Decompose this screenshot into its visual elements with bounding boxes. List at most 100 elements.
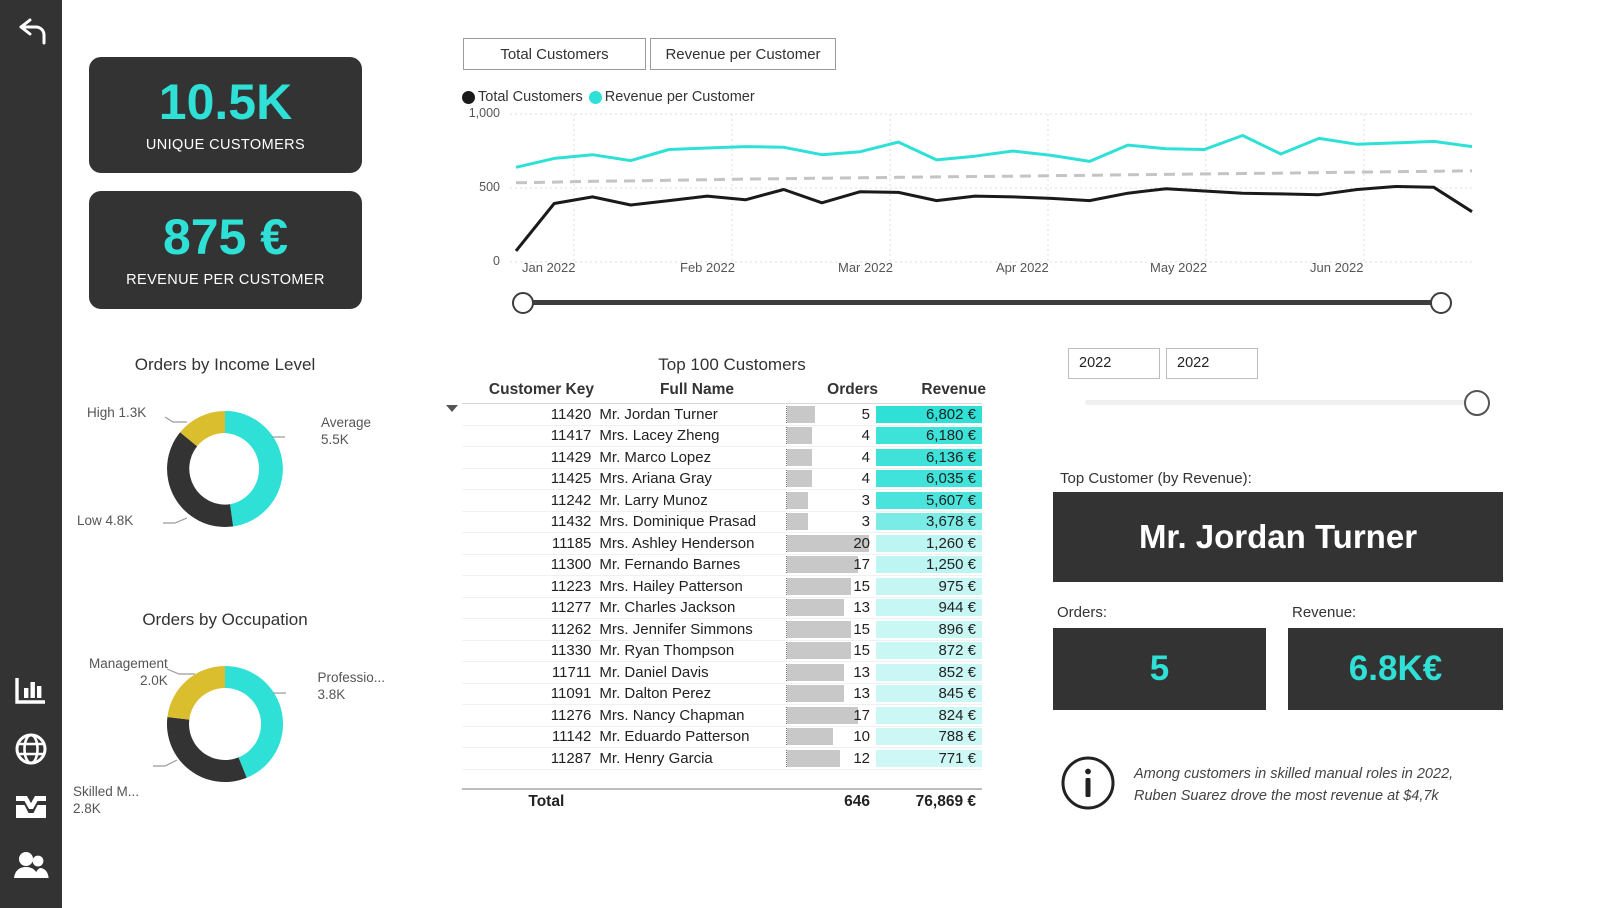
orders-data-bar (786, 620, 851, 638)
legend-item-revenue-per-customer[interactable]: Revenue per Customer (588, 89, 755, 105)
year-to-input[interactable]: 2022 (1166, 348, 1258, 379)
orders-data-bar (786, 706, 859, 724)
orders-value: 4 (861, 448, 870, 466)
sidebar-item-reports[interactable] (0, 662, 62, 720)
kpi-card-unique-customers: 10.5K UNIQUE CUSTOMERS (89, 57, 362, 173)
table-row[interactable]: 11425 Mrs. Ariana Gray 4 6,035 € (462, 469, 982, 490)
series-revenue-per-customer-line (515, 134, 1473, 169)
cell-customer-key: 11432 (550, 513, 592, 531)
button-revenue-per-customer[interactable]: Revenue per Customer (650, 38, 836, 70)
chart-title: Orders by Occupation (142, 610, 308, 629)
orders-value: 5 (1149, 649, 1170, 688)
undo-arrow-icon[interactable] (11, 14, 51, 54)
sidebar-item-products[interactable] (0, 778, 62, 836)
orders-value: 13 (853, 663, 870, 681)
table-row[interactable]: 11091 Mr. Dalton Perez 13 845 € (462, 684, 982, 705)
sidebar-item-geography[interactable] (0, 720, 62, 778)
donut-label-skilled-manual: Skilled M... 2.8K (73, 784, 140, 816)
kpi-card-revenue-per-customer: 875 € REVENUE PER CUSTOMER (89, 191, 362, 309)
revenue-heat-fill (876, 577, 982, 595)
year-from-value: 2022 (1079, 355, 1112, 371)
chart-orders-by-income-level[interactable]: Orders by Income Level High (75, 355, 375, 552)
time-range-slider[interactable] (512, 292, 1452, 314)
column-header-customer-key[interactable]: Customer Key (488, 381, 594, 398)
cell-customer-key: 11429 (550, 448, 592, 466)
cell-revenue: 771 € (876, 749, 982, 767)
table-row[interactable]: 11330 Mr. Ryan Thompson 15 872 € (462, 641, 982, 662)
revenue-value: 6,136 € (925, 448, 976, 466)
donut-label-professional: Professio... 3.8K (317, 670, 385, 702)
cell-revenue: 1,250 € (876, 556, 982, 574)
series-average-line (515, 169, 1473, 185)
slider-handle-end[interactable] (1430, 292, 1452, 314)
table-row[interactable]: 11429 Mr. Marco Lopez 4 6,136 € (462, 447, 982, 469)
total-label: Total (528, 793, 565, 810)
info-icon (1060, 755, 1116, 816)
cell-orders: 17 (785, 706, 876, 724)
orders-data-bar (786, 577, 851, 595)
cell-orders: 15 (785, 620, 876, 638)
orders-value: 4 (861, 427, 870, 445)
table-row[interactable]: 11242 Mr. Larry Munoz 3 5,607 € (462, 490, 982, 512)
orders-value: 17 (853, 706, 870, 724)
slider-track (522, 300, 1442, 305)
column-header-orders[interactable]: Orders (827, 381, 878, 398)
legend-item-total-customers[interactable]: Total Customers (462, 89, 583, 105)
table-row[interactable]: 11287 Mr. Henry Garcia 12 771 € (462, 748, 982, 770)
table-row[interactable]: 11420 Mr. Jordan Turner 5 6,802 € (462, 404, 982, 426)
table-row[interactable]: 11276 Mrs. Nancy Chapman 17 824 € (462, 705, 982, 727)
insight-line-1: Among customers in skilled manual roles … (1134, 766, 1454, 783)
revenue-heat-fill (876, 470, 982, 488)
cell-orders: 12 (785, 749, 876, 767)
cell-revenue: 6,035 € (876, 470, 982, 488)
insight-text: Among customers in skilled manual roles … (1134, 764, 1453, 806)
table-row[interactable]: 11185 Mrs. Ashley Henderson 20 1,260 € (462, 533, 982, 555)
slider-handle-start[interactable] (512, 292, 534, 314)
column-header-full-name[interactable]: Full Name (659, 381, 735, 398)
table-row[interactable]: 11417 Mrs. Lacey Zheng 4 6,180 € (462, 426, 982, 447)
table-row[interactable]: 11432 Mrs. Dominique Prasad 3 3,678 € (462, 512, 982, 533)
line-chart[interactable]: 1,000 500 0 Jan 2022 Feb 2022 Mar 2022 A… (460, 106, 1480, 282)
table-row[interactable]: 11142 Mr. Eduardo Patterson 10 788 € (462, 727, 982, 748)
revenue-value: 6,802 € (925, 405, 976, 423)
top-customer-card: Mr. Jordan Turner (1053, 492, 1503, 582)
y-axis-tick: 1,000 (468, 106, 500, 120)
donut-label-management: Management 2.0K (89, 656, 168, 688)
legend-label: Total Customers (478, 89, 583, 105)
insight-callout: Among customers in skilled manual roles … (1060, 755, 1530, 816)
revenue-value: 852 € (938, 663, 976, 681)
sidebar-item-customers[interactable] (0, 836, 62, 894)
table-row[interactable]: 11223 Mrs. Hailey Patterson 15 975 € (462, 576, 982, 598)
table-row[interactable]: 11277 Mr. Charles Jackson 13 944 € (462, 598, 982, 619)
button-total-customers[interactable]: Total Customers (463, 38, 646, 70)
table-row[interactable]: 11300 Mr. Fernando Barnes 17 1,250 € (462, 555, 982, 576)
cell-customer-key: 11091 (550, 685, 592, 703)
cell-customer-key: 11417 (550, 427, 592, 445)
table-row[interactable]: 11711 Mr. Daniel Davis 13 852 € (462, 662, 982, 684)
table-header-row: Customer Key Full Name Orders Revenue (446, 381, 1002, 412)
column-header-revenue[interactable]: Revenue (446, 381, 992, 412)
revenue-value: 6.8K€ (1348, 649, 1443, 688)
cell-orders: 4 (785, 448, 876, 466)
cell-customer-key: 11420 (550, 405, 592, 423)
table-row[interactable]: 11262 Mrs. Jennifer Simmons 15 896 € (462, 619, 982, 641)
chart-orders-by-occupation[interactable]: Orders by Occupation Management 2.0K (73, 610, 385, 816)
cell-full-name: Mrs. Hailey Patterson (599, 577, 743, 595)
table-body[interactable]: 11420 Mr. Jordan Turner 5 6,802 € 11417 Mrs. … (462, 403, 982, 788)
cell-revenue: 5,607 € (876, 491, 982, 509)
cell-full-name: Mrs. Jennifer Simmons (599, 620, 753, 638)
cell-full-name: Mr. Dalton Perez (599, 685, 712, 703)
slider-handle[interactable] (1464, 390, 1490, 416)
orders-value: 13 (853, 685, 870, 703)
year-from-input[interactable]: 2022 (1068, 348, 1160, 379)
cell-orders: 5 (785, 405, 876, 423)
chart-title: Orders by Income Level (134, 355, 316, 374)
year-range-slider[interactable] (1085, 390, 1490, 416)
legend-swatch-icon (588, 90, 602, 104)
cell-orders: 17 (785, 556, 876, 574)
orders-label: Orders: (1057, 604, 1108, 621)
button-label: Total Customers (500, 45, 609, 63)
revenue-value: 872 € (938, 642, 976, 660)
orders-data-bar (786, 749, 841, 767)
